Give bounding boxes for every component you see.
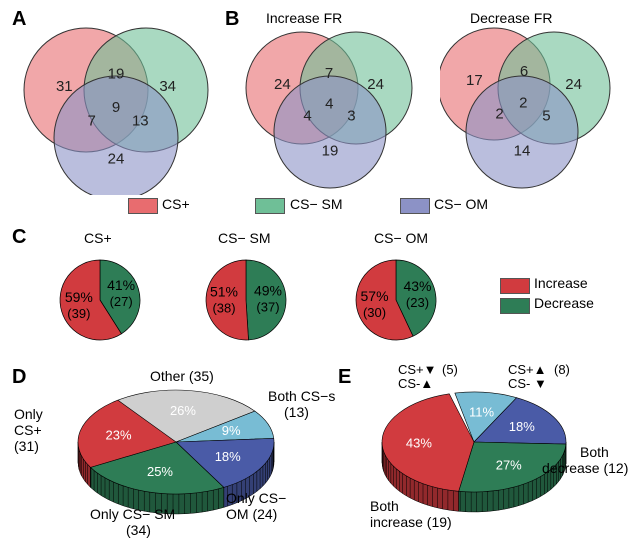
- e-bothdec-l2: decrease (12): [542, 460, 628, 476]
- svg-text:14: 14: [514, 143, 531, 160]
- e-opp5-l1: CS+▼: [398, 362, 437, 377]
- svg-text:(23): (23): [406, 295, 429, 310]
- d-onlysm-label2: (34): [126, 522, 151, 538]
- svg-text:(27): (27): [110, 294, 133, 309]
- svg-text:19: 19: [322, 143, 339, 160]
- svg-text:49%: 49%: [254, 282, 282, 298]
- svg-text:43%: 43%: [406, 436, 432, 451]
- svg-text:9%: 9%: [222, 423, 241, 438]
- e-bothdec-l1: Both: [580, 444, 609, 460]
- d-onlysm-label1: Only CS− SM: [90, 506, 175, 522]
- svg-text:11%: 11%: [469, 404, 494, 419]
- svg-text:(38): (38): [212, 301, 235, 316]
- svg-text:5: 5: [542, 108, 550, 125]
- legend-increase-swatch: [500, 278, 530, 294]
- e-opp8-l1: CS+▲: [508, 362, 547, 377]
- e-opp8-n: (8): [554, 362, 570, 377]
- svg-text:25%: 25%: [147, 464, 173, 479]
- e-bothinc-l1: Both: [370, 498, 399, 514]
- svg-text:(30): (30): [363, 305, 386, 320]
- legend-increase-label: Increase: [534, 275, 588, 291]
- d-onlycsplus-label1: Only: [14, 406, 43, 422]
- venn-b-decrease: 1724146252: [440, 24, 630, 194]
- e-opp5-n: (5): [442, 362, 458, 377]
- svg-text:51%: 51%: [210, 284, 238, 300]
- pie-c-csm-om: 43%(23) 57%(30): [336, 246, 456, 366]
- svg-text:41%: 41%: [107, 277, 135, 293]
- legend-csplus-swatch: [128, 198, 158, 214]
- d-bothcs-label1: Both CS−s: [268, 388, 335, 404]
- svg-text:18%: 18%: [509, 419, 535, 434]
- svg-text:2: 2: [495, 106, 503, 123]
- svg-text:17: 17: [466, 72, 483, 89]
- legend-decrease-label: Decrease: [534, 295, 594, 311]
- svg-text:7: 7: [88, 112, 96, 129]
- svg-text:43%: 43%: [403, 278, 431, 294]
- pie-c-csplus: 41%(27) 59%(39): [40, 246, 160, 366]
- c-csplus-title: CS+: [84, 230, 112, 246]
- svg-text:2: 2: [519, 94, 527, 111]
- svg-text:31: 31: [56, 78, 73, 95]
- pie-c-csm-sm: 49%(37) 51%(38): [186, 246, 306, 366]
- svg-text:24: 24: [108, 151, 125, 168]
- legend-csm-om-swatch: [400, 198, 430, 214]
- svg-text:(39): (39): [67, 306, 90, 321]
- d-onlyom-label2: OM (24): [226, 506, 277, 522]
- d-onlycsplus-label3: (31): [14, 438, 39, 454]
- svg-text:18%: 18%: [215, 449, 241, 464]
- panel-c-letter: C: [12, 226, 26, 249]
- svg-text:3: 3: [347, 108, 355, 125]
- svg-text:9: 9: [112, 99, 120, 116]
- svg-text:(37): (37): [256, 299, 279, 314]
- svg-text:4: 4: [325, 96, 333, 113]
- svg-text:6: 6: [520, 63, 528, 80]
- svg-text:23%: 23%: [106, 427, 132, 442]
- svg-text:7: 7: [325, 65, 333, 82]
- venn-b-increase: 2424197434: [240, 24, 430, 194]
- legend-csm-sm-label: CS− SM: [290, 196, 343, 212]
- venn-a: 31 34 24 19 7 13 9: [18, 20, 218, 195]
- svg-text:19: 19: [108, 65, 125, 82]
- legend-csm-sm-swatch: [255, 198, 285, 214]
- e-opp5-l2: CS-▲: [398, 376, 433, 391]
- d-onlyom-label1: Only CS−: [226, 490, 286, 506]
- svg-text:24: 24: [367, 76, 384, 93]
- d-bothcs-label2: (13): [284, 404, 309, 420]
- svg-text:26%: 26%: [170, 403, 196, 418]
- svg-text:13: 13: [132, 112, 149, 129]
- svg-text:27%: 27%: [496, 457, 522, 472]
- legend-decrease-swatch: [500, 298, 530, 314]
- e-bothinc-l2: increase (19): [370, 514, 452, 530]
- svg-text:4: 4: [303, 108, 311, 125]
- panel-b-letter: B: [225, 8, 239, 31]
- d-onlycsplus-label2: CS+: [14, 422, 42, 438]
- c-csm-sm-title: CS− SM: [218, 230, 271, 246]
- e-opp8-l2: CS- ▼: [508, 376, 547, 391]
- d-other-label: Other (35): [150, 368, 214, 384]
- svg-text:59%: 59%: [65, 289, 93, 305]
- svg-text:57%: 57%: [361, 288, 389, 304]
- svg-text:34: 34: [159, 78, 176, 95]
- svg-text:24: 24: [274, 76, 291, 93]
- c-csm-om-title: CS− OM: [374, 230, 428, 246]
- legend-csplus-label: CS+: [162, 196, 190, 212]
- svg-text:24: 24: [565, 76, 582, 93]
- legend-csm-om-label: CS− OM: [434, 196, 488, 212]
